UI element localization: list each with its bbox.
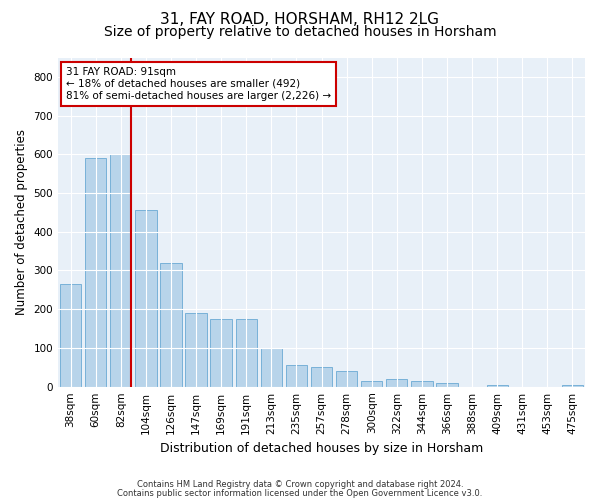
Y-axis label: Number of detached properties: Number of detached properties — [15, 129, 28, 315]
Bar — [361, 381, 382, 386]
Bar — [211, 319, 232, 386]
Bar — [60, 284, 81, 386]
Bar — [260, 348, 282, 387]
Bar — [236, 319, 257, 386]
Bar — [436, 383, 458, 386]
Bar — [85, 158, 106, 386]
Text: Contains HM Land Registry data © Crown copyright and database right 2024.: Contains HM Land Registry data © Crown c… — [137, 480, 463, 489]
Bar — [386, 379, 407, 386]
Bar — [311, 368, 332, 386]
Bar — [562, 384, 583, 386]
Text: 31, FAY ROAD, HORSHAM, RH12 2LG: 31, FAY ROAD, HORSHAM, RH12 2LG — [161, 12, 439, 28]
Text: 31 FAY ROAD: 91sqm
← 18% of detached houses are smaller (492)
81% of semi-detach: 31 FAY ROAD: 91sqm ← 18% of detached hou… — [66, 68, 331, 100]
Bar — [336, 371, 357, 386]
Bar — [487, 384, 508, 386]
Bar — [160, 263, 182, 386]
Bar — [411, 381, 433, 386]
Bar — [135, 210, 157, 386]
Bar — [110, 154, 131, 386]
Text: Size of property relative to detached houses in Horsham: Size of property relative to detached ho… — [104, 25, 496, 39]
Text: Contains public sector information licensed under the Open Government Licence v3: Contains public sector information licen… — [118, 488, 482, 498]
X-axis label: Distribution of detached houses by size in Horsham: Distribution of detached houses by size … — [160, 442, 483, 455]
Bar — [286, 366, 307, 386]
Bar — [185, 313, 207, 386]
